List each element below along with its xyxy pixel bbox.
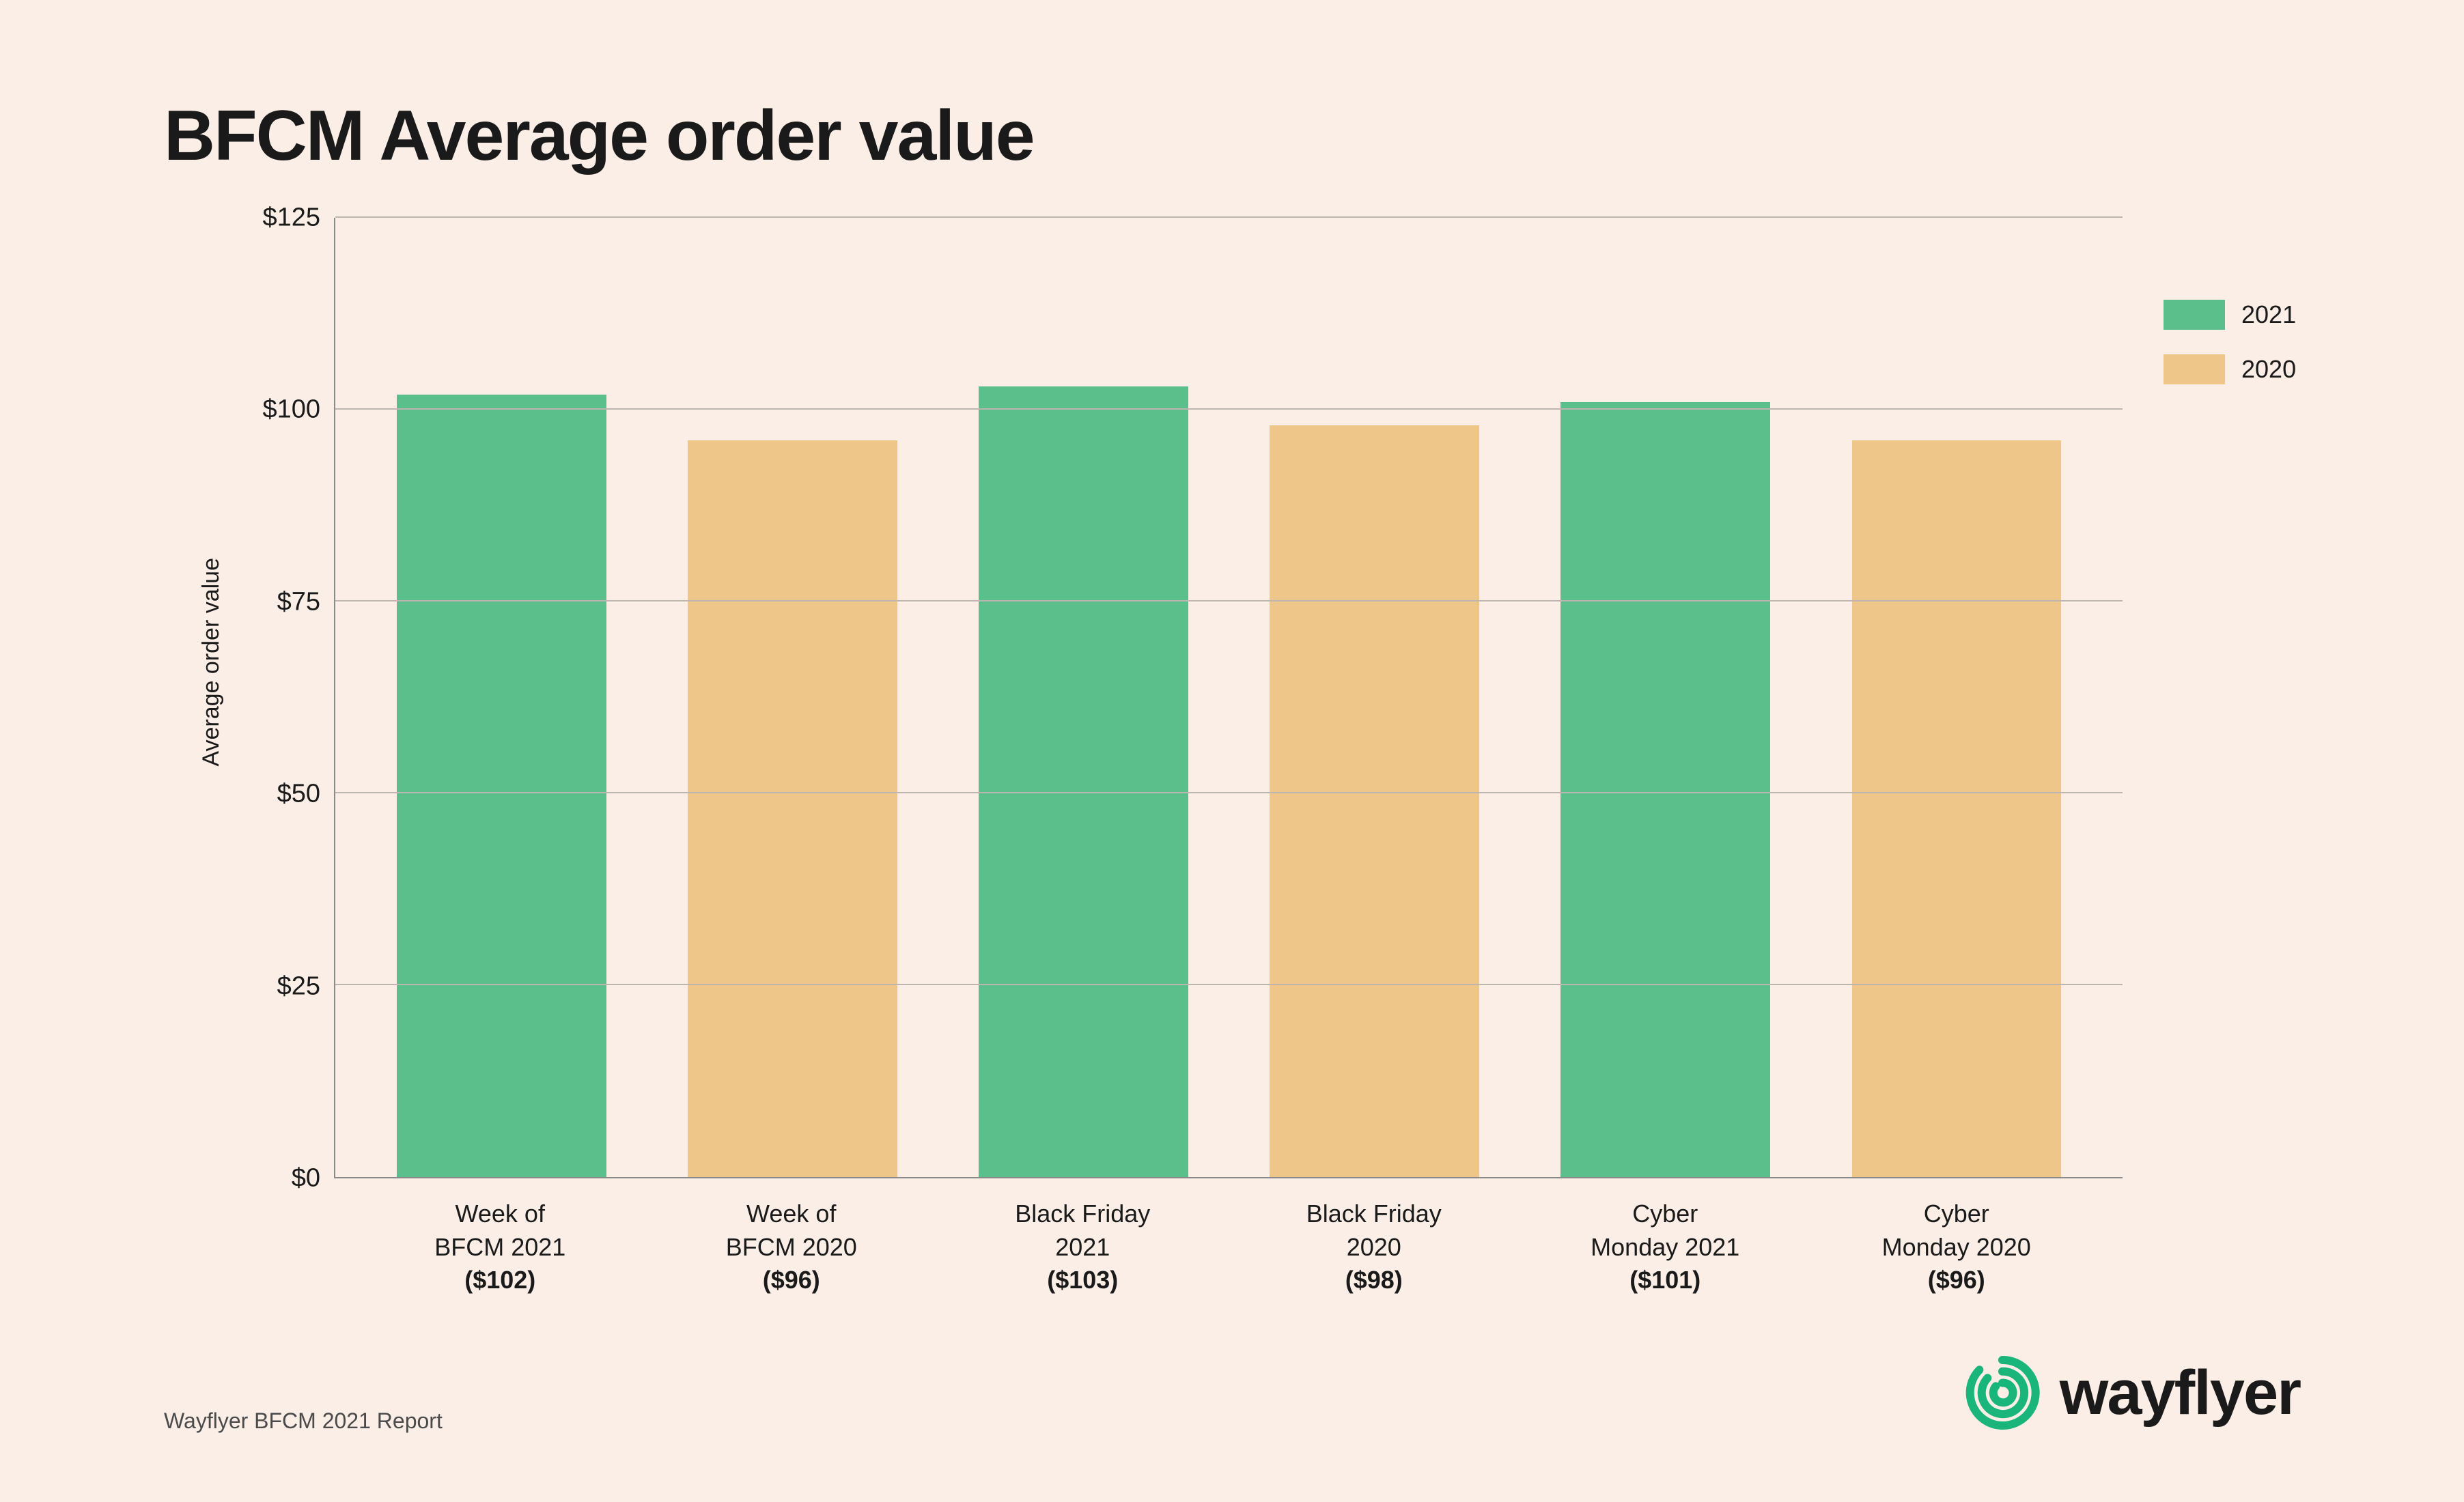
y-tick-label: $75 <box>277 587 320 617</box>
x-tick-value: ($102) <box>354 1264 646 1297</box>
bar-slot <box>938 218 1229 1177</box>
bar-slot <box>1520 218 1811 1177</box>
attribution-text: Wayflyer BFCM 2021 Report <box>164 1408 443 1434</box>
bar <box>1270 425 1479 1178</box>
footer: Wayflyer BFCM 2021 Report wayflyer <box>164 1352 2300 1434</box>
x-tick-label: Black Friday2021($103) <box>937 1198 1229 1297</box>
x-tick-label: Black Friday2020($98) <box>1229 1198 1520 1297</box>
bar <box>688 440 897 1177</box>
x-tick-line1: Cyber <box>1811 1198 2103 1231</box>
bars-container <box>335 218 2123 1177</box>
legend-swatch <box>2164 354 2225 384</box>
x-tick-line2: 2021 <box>937 1231 1229 1264</box>
plot-column: $0$25$50$75$100$125 20212020 Week ofBFCM… <box>232 218 2300 1297</box>
brand-name: wayflyer <box>2060 1357 2300 1429</box>
legend-label: 2020 <box>2241 355 2296 384</box>
x-tick-label: Week ofBFCM 2020($96) <box>646 1198 938 1297</box>
x-tick-line2: BFCM 2021 <box>354 1231 646 1264</box>
swirl-icon <box>1961 1352 2043 1434</box>
y-tick-label: $125 <box>262 203 320 233</box>
x-tick-line2: Monday 2020 <box>1811 1231 2103 1264</box>
legend-swatch <box>2164 300 2225 330</box>
y-tick-label: $25 <box>277 972 320 1001</box>
x-tick-label: Week ofBFCM 2021($102) <box>354 1198 646 1297</box>
x-tick-line2: BFCM 2020 <box>646 1231 938 1264</box>
x-tick-line1: Black Friday <box>1229 1198 1520 1231</box>
bar <box>397 395 606 1178</box>
chart-area: Average order value $0$25$50$75$100$125 … <box>164 218 2300 1297</box>
gridline <box>335 408 2123 410</box>
x-tick-label: CyberMonday 2020($96) <box>1811 1198 2103 1297</box>
chart-title: BFCM Average order value <box>164 96 2300 177</box>
x-tick-value: ($101) <box>1520 1264 1811 1297</box>
x-axis: Week ofBFCM 2021($102)Week ofBFCM 2020($… <box>232 1178 2300 1297</box>
legend-item: 2021 <box>2164 300 2300 330</box>
bar-slot <box>1811 218 2102 1177</box>
x-tick-line1: Cyber <box>1520 1198 1811 1231</box>
x-tick-value: ($96) <box>646 1264 938 1297</box>
legend: 2021 2020 <box>2123 218 2300 1178</box>
x-axis-labels: Week ofBFCM 2021($102)Week ofBFCM 2020($… <box>334 1178 2123 1297</box>
x-tick-value: ($96) <box>1811 1264 2103 1297</box>
bar <box>1852 440 2062 1177</box>
legend-label: 2021 <box>2241 300 2296 329</box>
brand-logo: wayflyer <box>1961 1352 2300 1434</box>
gridline <box>335 600 2123 601</box>
bar-slot <box>1229 218 1520 1177</box>
y-tick-label: $0 <box>292 1164 320 1193</box>
x-tick-line2: Monday 2021 <box>1520 1231 1811 1264</box>
plot-row: $0$25$50$75$100$125 20212020 <box>232 218 2300 1178</box>
legend-item: 2020 <box>2164 354 2300 384</box>
x-tick-value: ($98) <box>1229 1264 1520 1297</box>
bar <box>979 386 1188 1177</box>
legend-spacer <box>2123 1178 2300 1297</box>
page-root: BFCM Average order value Average order v… <box>0 0 2464 1502</box>
y-tick-label: $100 <box>262 395 320 425</box>
y-tick-label: $50 <box>277 780 320 809</box>
bar-slot <box>647 218 938 1177</box>
y-axis: $0$25$50$75$100$125 <box>232 218 334 1178</box>
x-tick-value: ($103) <box>937 1264 1229 1297</box>
y-axis-label: Average order value <box>191 558 232 767</box>
x-tick-line2: 2020 <box>1229 1231 1520 1264</box>
bar <box>1560 402 1770 1177</box>
gridline <box>335 984 2123 985</box>
gridline <box>335 216 2123 218</box>
gridline <box>335 792 2123 793</box>
x-tick-label: CyberMonday 2021($101) <box>1520 1198 1811 1297</box>
x-tick-line1: Black Friday <box>937 1198 1229 1231</box>
plot-region <box>334 218 2123 1178</box>
x-tick-line1: Week of <box>646 1198 938 1231</box>
bar-slot <box>356 218 647 1177</box>
x-tick-line1: Week of <box>354 1198 646 1231</box>
